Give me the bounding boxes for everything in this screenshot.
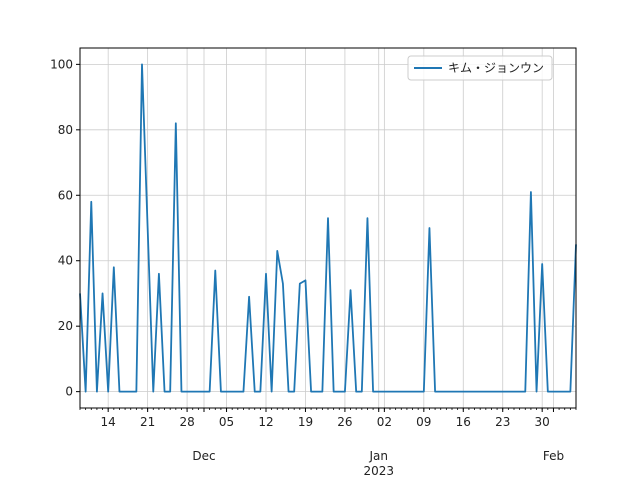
- legend-box: [407, 55, 553, 81]
- grid: [80, 48, 576, 408]
- x-week-tick-label: 12: [258, 415, 273, 429]
- y-tick-label: 80: [58, 123, 73, 137]
- x-week-tick-label: 28: [179, 415, 194, 429]
- x-week-tick-label: 16: [456, 415, 471, 429]
- x-month-tick-label: Feb: [543, 449, 564, 463]
- y-tick-label: 100: [50, 57, 73, 71]
- x-month-tick-label: Dec: [192, 449, 215, 463]
- x-week-tick-label: 19: [298, 415, 313, 429]
- y-tick-label: 60: [58, 188, 73, 202]
- x-month-tick-label: Jan: [368, 449, 388, 463]
- x-week-tick-label: 14: [101, 415, 116, 429]
- x-week-tick-label: 09: [416, 415, 431, 429]
- x-week-tick-label: 26: [337, 415, 352, 429]
- y-tick-label: 0: [65, 385, 73, 399]
- series-line-0: [79, 63, 577, 393]
- legend-label: キム・ジョンウン: [448, 61, 544, 75]
- y-axis-ticks: 0 20 40 60 80 100: [50, 57, 80, 399]
- x-month-tick-label: 2023: [363, 464, 394, 478]
- legend: キム・ジョンウン: [407, 55, 553, 81]
- x-week-tick-label: 05: [219, 415, 234, 429]
- y-tick-label: 20: [58, 319, 73, 333]
- x-week-tick-label: 02: [377, 415, 392, 429]
- series-layer: [79, 63, 577, 393]
- x-week-tick-label: 23: [495, 415, 510, 429]
- x-week-tick-label: 30: [535, 415, 550, 429]
- x-week-tick-label: 21: [140, 415, 155, 429]
- y-tick-label: 40: [58, 254, 73, 268]
